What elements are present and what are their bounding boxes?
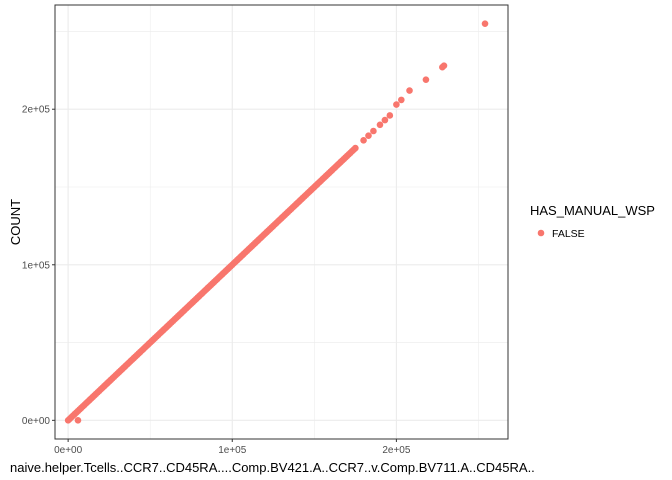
legend-label-false: FALSE	[552, 228, 585, 240]
scatter-point	[481, 20, 489, 27]
scatter-point	[376, 121, 384, 129]
minor-gridlines	[55, 5, 508, 439]
legend-title: HAS_MANUAL_WSP	[530, 203, 655, 218]
x-tick-label: 1e+05	[218, 445, 247, 456]
y-axis-title: COUNT	[8, 199, 23, 245]
panel-border	[54, 4, 509, 440]
x-axis-title: naive.helper.Tcells..CCR7..CD45RA....Com…	[10, 460, 535, 475]
scatter-point	[74, 417, 82, 424]
legend-key-false	[537, 229, 545, 237]
y-axis-ticks: 0e+00 1e+05 2e+05	[22, 105, 55, 427]
y-tick-label: 0e+00	[22, 416, 51, 427]
x-tick-label: 0e+00	[54, 445, 83, 456]
legend: HAS_MANUAL_WSP FALSE	[530, 203, 655, 240]
scatter-point	[370, 127, 377, 135]
data-points	[64, 20, 489, 424]
y-tick-label: 1e+05	[22, 260, 51, 271]
scatter-point	[422, 76, 430, 83]
scatter-point	[440, 62, 448, 69]
scatter-point	[381, 116, 389, 124]
scatter-point	[386, 112, 394, 119]
scatter-point	[360, 137, 367, 144]
scatter-point	[352, 144, 359, 152]
x-tick-label: 2e+05	[382, 445, 411, 456]
scatter-point	[393, 101, 400, 108]
y-tick-label: 2e+05	[22, 105, 51, 116]
scatter-point	[406, 87, 413, 94]
x-axis-ticks: 0e+00 1e+05 2e+05	[54, 439, 411, 456]
scatter-point	[365, 132, 372, 139]
major-gridlines	[55, 5, 508, 439]
scatter-point	[398, 96, 405, 104]
